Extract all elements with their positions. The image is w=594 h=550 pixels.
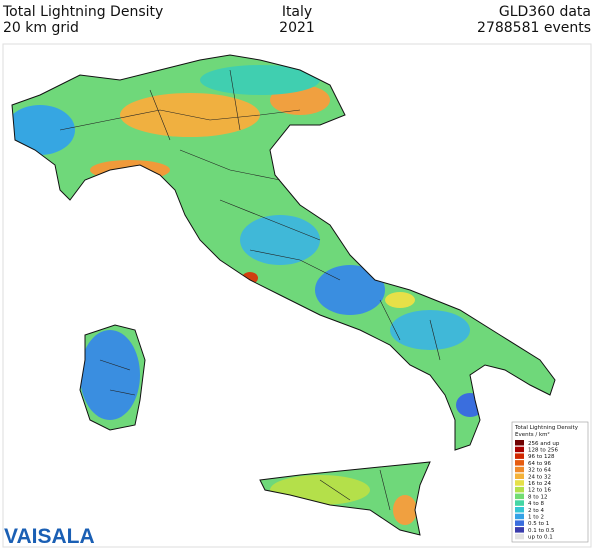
region: Italy	[282, 4, 312, 20]
grid-size: 20 km grid	[3, 20, 79, 36]
logo: VAISALA	[4, 525, 95, 548]
legend-label: 32 to 64	[528, 468, 552, 474]
legend-units: Events / km²	[515, 431, 550, 438]
legend-label: 2 to 4	[528, 508, 545, 514]
legend-swatch	[515, 460, 524, 466]
legend-swatch	[515, 493, 524, 500]
coastline	[11, 54, 556, 536]
legend-label: 64 to 96	[528, 461, 552, 467]
legend-label: 24 to 32	[528, 474, 551, 480]
legend-swatch	[515, 446, 524, 453]
legend-label: up to 0.1	[528, 535, 553, 541]
legend-label: 96 to 128	[528, 454, 555, 460]
legend-label: 12 to 16	[528, 488, 552, 494]
legend-label: 128 to 256	[528, 448, 559, 454]
legend-swatch	[515, 500, 524, 506]
legend-swatch	[515, 473, 524, 479]
legend-swatch	[515, 507, 524, 513]
legend-label: 1 to 2	[528, 515, 544, 521]
legend-swatch	[515, 520, 524, 526]
legend-swatch	[515, 453, 524, 459]
legend-swatch	[515, 466, 524, 473]
legend-swatch	[515, 533, 524, 540]
legend-label: 16 to 24	[528, 481, 552, 487]
year: 2021	[279, 20, 315, 36]
legend-swatch	[515, 480, 524, 486]
event-count: 2788581 events	[477, 20, 591, 36]
title: Total Lightning Density	[2, 4, 163, 20]
legend-swatch	[515, 486, 524, 493]
legend-label: 256 and up	[528, 441, 560, 447]
legend-label: 8 to 12	[528, 494, 548, 500]
legend-swatch	[515, 440, 524, 446]
region-borders	[59, 69, 441, 511]
legend-label: 0.1 to 0.5	[528, 528, 555, 534]
legend-title: Total Lightning Density	[514, 425, 579, 431]
legend-swatch	[515, 527, 524, 533]
legend-box	[511, 421, 589, 543]
legend-swatch	[515, 513, 524, 520]
legend-label: 0.5 to 1	[528, 521, 549, 527]
legend-label: 4 to 8	[528, 501, 545, 507]
source: GLD360 data	[499, 4, 591, 20]
